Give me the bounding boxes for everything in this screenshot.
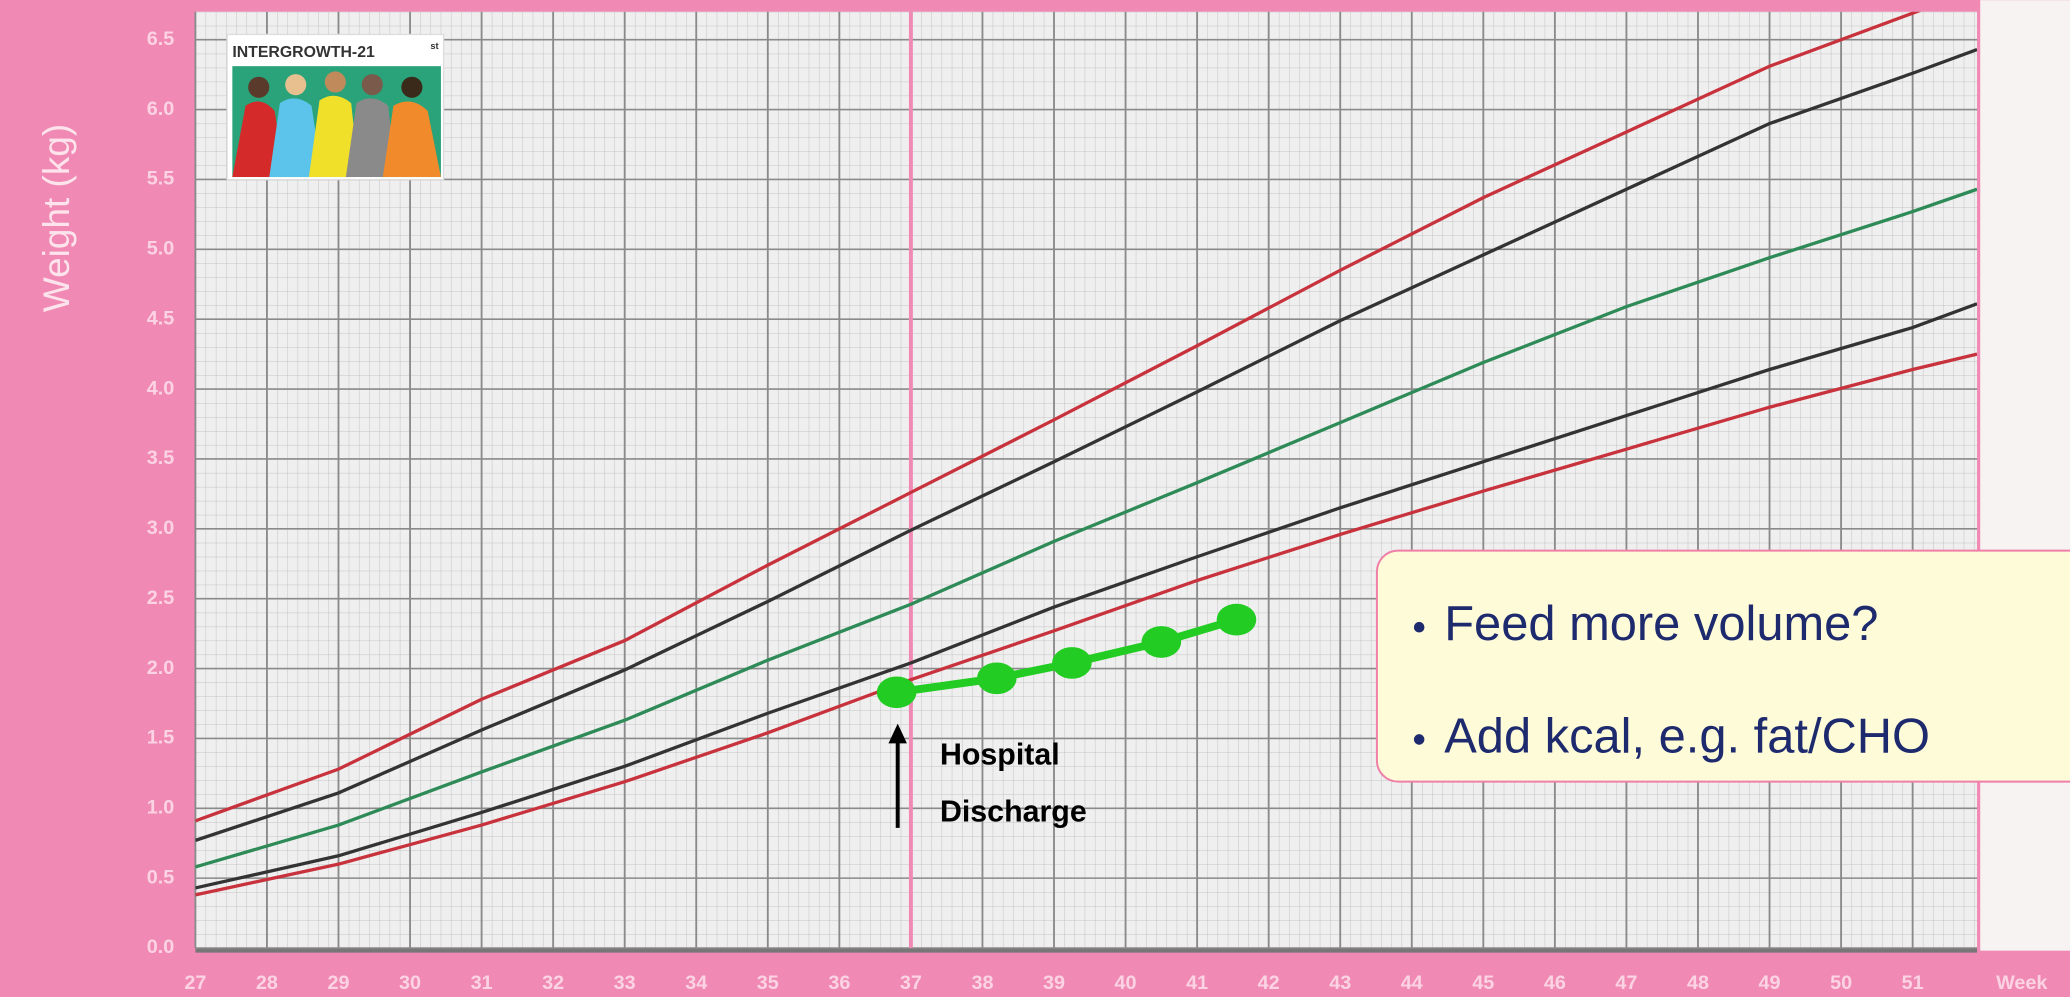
logo: INTERGROWTH-21 st xyxy=(226,33,445,181)
weight-point xyxy=(876,676,917,709)
x-tick-label: 48 xyxy=(1687,972,1709,994)
x-tick-label: 51 xyxy=(1902,972,1924,994)
weight-point xyxy=(1216,603,1257,636)
x-tick-label: 32 xyxy=(542,972,564,994)
logo-superscript: st xyxy=(430,41,438,51)
y-tick-label: 1.0 xyxy=(147,797,175,819)
centile-line xyxy=(195,302,1978,890)
y-tick-label: 2.0 xyxy=(147,657,175,679)
x-tick-label: 42 xyxy=(1258,972,1280,994)
weight-point xyxy=(1052,647,1092,679)
y-tick-label: 2.5 xyxy=(147,587,175,609)
y-tick-label: 3.5 xyxy=(147,447,175,469)
x-tick-label: 40 xyxy=(1115,972,1137,994)
annotation: Discharge xyxy=(940,795,1087,828)
x-tick-label: 43 xyxy=(1329,972,1351,994)
x-tick-label: 33 xyxy=(614,972,636,994)
y-tick-label: 0.5 xyxy=(147,866,175,888)
arrow-head xyxy=(888,723,907,744)
weight-point xyxy=(1141,626,1182,658)
bullet xyxy=(1413,734,1425,745)
y-tick-label: 6.5 xyxy=(147,28,175,50)
centile-line xyxy=(195,352,1978,897)
weight-point xyxy=(976,662,1017,695)
y-tick-label: 4.5 xyxy=(147,307,175,329)
minor-grid xyxy=(195,11,1978,949)
bullet xyxy=(1413,621,1425,633)
right-panel xyxy=(1980,0,2070,951)
y-tick-label: 4.0 xyxy=(147,377,175,399)
x-tick-label: 34 xyxy=(685,972,707,994)
y-tick-label: 6.0 xyxy=(147,98,175,120)
y-tick-label: 0.0 xyxy=(147,936,175,958)
centile-line xyxy=(195,11,1922,823)
annotation: Hospital xyxy=(940,739,1060,772)
callout-box xyxy=(1375,549,2070,783)
x-tick-label: 38 xyxy=(971,972,993,994)
x-axis-title: Week xyxy=(1996,972,2048,994)
logo-title: INTERGROWTH-21 xyxy=(232,44,375,61)
x-tick-label: 45 xyxy=(1472,972,1494,994)
centile-line xyxy=(195,187,1978,869)
x-tick-label: 30 xyxy=(399,972,421,994)
x-tick-label: 35 xyxy=(757,972,779,994)
x-tick-label: 47 xyxy=(1615,972,1637,994)
x-tick-label: 39 xyxy=(1043,972,1065,994)
centile-line xyxy=(195,47,1978,842)
y-tick-label: 3.0 xyxy=(147,517,175,539)
x-tick-label: 41 xyxy=(1186,972,1208,994)
x-tick-label: 28 xyxy=(256,972,278,994)
y-tick-label: 5.5 xyxy=(147,168,175,190)
x-tick-label: 49 xyxy=(1759,972,1781,994)
x-tick-label: 27 xyxy=(184,972,206,994)
y-tick-label: 5.0 xyxy=(147,238,175,260)
x-tick-label: 37 xyxy=(900,972,922,994)
x-tick-label: 31 xyxy=(471,972,493,994)
callout-text: Feed more volume? xyxy=(1444,597,1878,651)
x-tick-label: 29 xyxy=(327,972,349,994)
x-tick-label: 46 xyxy=(1544,972,1566,994)
callout-text: Add kcal, e.g. fat/CHO xyxy=(1444,709,1930,763)
y-axis-title: Weight (kg) xyxy=(36,124,77,312)
y-tick-label: 1.5 xyxy=(147,727,175,749)
x-tick-label: 50 xyxy=(1830,972,1852,994)
x-tick-label: 36 xyxy=(828,972,850,994)
x-tick-label: 44 xyxy=(1401,972,1423,994)
